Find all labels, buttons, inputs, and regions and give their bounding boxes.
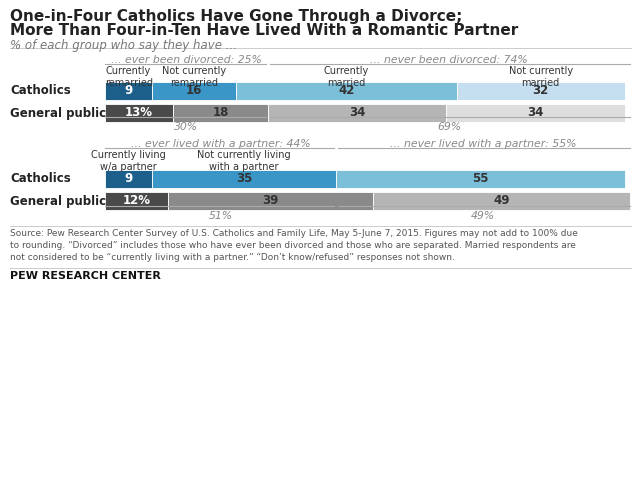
Bar [105,170,153,188]
Text: 9: 9 [124,85,133,97]
Bar [336,170,625,188]
Text: 12%: 12% [122,195,151,208]
Text: 51%: 51% [208,211,233,221]
Bar [268,104,446,122]
Bar [237,82,457,100]
Bar [173,104,268,122]
Bar [153,82,237,100]
Text: ... never lived with a partner: 55%: ... never lived with a partner: 55% [390,139,576,149]
Text: 34: 34 [349,106,365,119]
Text: Source: Pew Research Center Survey of U.S. Catholics and Family Life, May 5-June: Source: Pew Research Center Survey of U.… [10,229,578,262]
Text: % of each group who say they have ...: % of each group who say they have ... [10,39,237,52]
Text: 13%: 13% [125,106,153,119]
Text: 30%: 30% [174,122,199,132]
Text: 49%: 49% [471,211,495,221]
Text: 69%: 69% [437,122,461,132]
Text: ... ever lived with a partner: 44%: ... ever lived with a partner: 44% [131,139,310,149]
Bar [105,104,173,122]
Text: 55: 55 [472,172,488,185]
Text: 42: 42 [338,85,354,97]
Text: 32: 32 [533,85,549,97]
Text: 49: 49 [493,195,510,208]
Text: Currently living
w/a partner: Currently living w/a partner [91,150,166,171]
Text: 39: 39 [262,195,279,208]
Text: 16: 16 [186,85,203,97]
Bar [105,82,153,100]
Text: 34: 34 [528,106,544,119]
Bar [168,192,373,210]
Text: Not currently living
with a partner: Not currently living with a partner [197,150,291,171]
Text: PEW RESEARCH CENTER: PEW RESEARCH CENTER [10,271,161,281]
Text: 18: 18 [212,106,229,119]
Bar [457,82,625,100]
Text: 9: 9 [124,172,133,185]
Bar [373,192,630,210]
Text: ... never been divorced: 74%: ... never been divorced: 74% [370,55,528,65]
Text: Catholics: Catholics [10,172,71,185]
Text: Currently
married: Currently married [324,66,369,88]
Text: Catholics: Catholics [10,85,71,97]
Bar [446,104,625,122]
Text: More Than Four-in-Ten Have Lived With a Romantic Partner: More Than Four-in-Ten Have Lived With a … [10,23,519,38]
Text: Not currently
remarried: Not currently remarried [162,66,226,88]
Text: 35: 35 [236,172,253,185]
Text: General public: General public [10,195,106,208]
Text: Not currently
married: Not currently married [509,66,573,88]
Text: One-in-Four Catholics Have Gone Through a Divorce;: One-in-Four Catholics Have Gone Through … [10,9,462,24]
Text: Currently
remarried: Currently remarried [104,66,153,88]
Bar [153,170,336,188]
Text: ... ever been divorced: 25%: ... ever been divorced: 25% [111,55,262,65]
Text: General public: General public [10,106,106,119]
Bar [105,192,168,210]
